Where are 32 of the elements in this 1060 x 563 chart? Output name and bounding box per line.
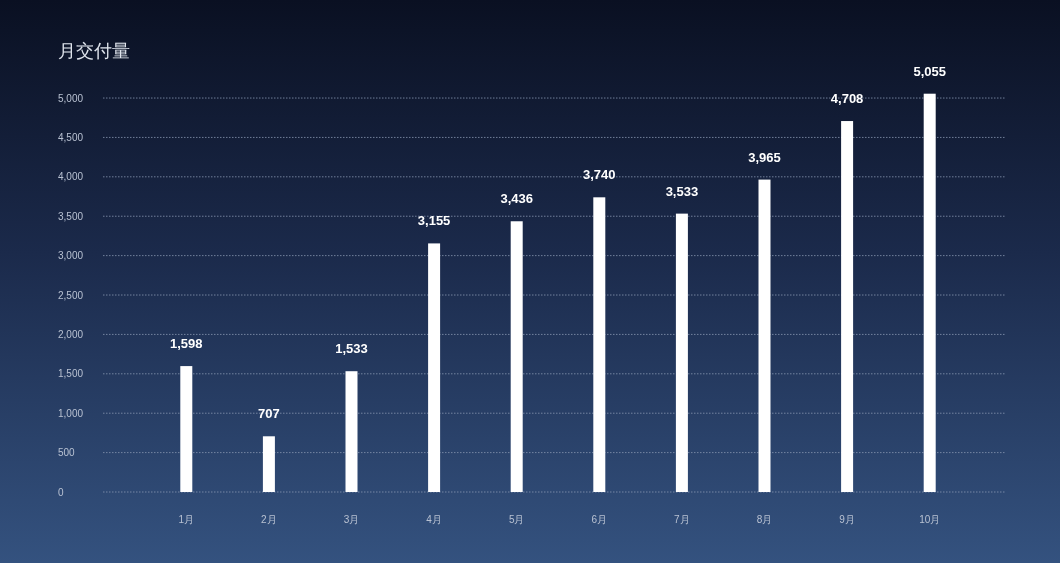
y-tick-label: 1,500 — [58, 368, 84, 380]
x-tick-label: 4月 — [426, 513, 442, 525]
y-tick-label: 2,500 — [58, 289, 84, 301]
data-label: 707 — [258, 406, 280, 422]
data-label: 1,598 — [170, 336, 203, 352]
y-tick-label: 0 — [58, 486, 64, 498]
y-tick-label: 4,500 — [58, 131, 84, 143]
x-tick-label: 5月 — [508, 513, 525, 525]
data-label: 5,055 — [913, 63, 946, 79]
data-label: 3,533 — [665, 183, 699, 199]
x-tick-label: 7月 — [674, 513, 690, 525]
x-tick-label: 1月 — [178, 513, 195, 525]
x-tick-label: 6月 — [591, 513, 608, 525]
data-label: 4,708 — [830, 91, 864, 107]
y-tick-label: 3,000 — [58, 250, 84, 262]
y-tick-label: 5,000 — [58, 92, 84, 104]
data-label: 3,436 — [500, 191, 533, 207]
x-tick-label: 10月 — [919, 513, 941, 525]
x-tick-label: 9月 — [839, 513, 855, 525]
y-tick-label: 500 — [58, 447, 75, 459]
x-tick-label: 8月 — [756, 513, 773, 525]
y-tick-label: 3,500 — [58, 210, 84, 222]
y-tick-label: 2,000 — [58, 328, 84, 340]
chart-title: 月交付量 — [58, 41, 130, 61]
x-tick-label: 3月 — [343, 513, 360, 525]
data-label: 3,965 — [748, 149, 781, 165]
data-label: 3,740 — [583, 167, 616, 183]
y-tick-label: 1,000 — [58, 407, 84, 419]
x-tick-label: 2月 — [261, 513, 277, 525]
data-label: 1,533 — [335, 341, 368, 357]
y-tick-label: 4,000 — [58, 171, 84, 183]
data-label: 3,155 — [417, 213, 451, 229]
